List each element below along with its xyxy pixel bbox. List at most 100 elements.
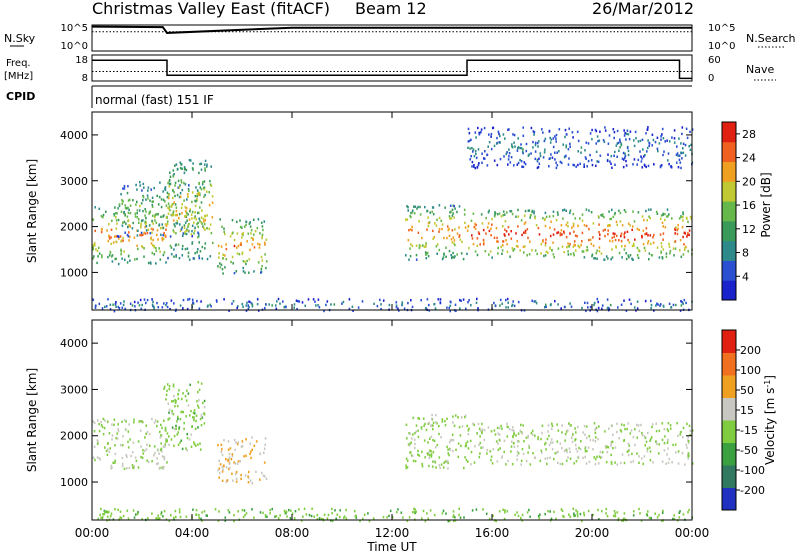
scatter-cell: [473, 225, 476, 229]
scatter-cell: [179, 161, 182, 164]
scatter-cell: [200, 413, 203, 416]
freq-tick-top: 18: [75, 55, 88, 66]
scatter-cell: [165, 438, 167, 441]
scatter-cell: [326, 517, 329, 520]
scatter-cell: [259, 511, 262, 514]
scatter-cell: [230, 458, 233, 461]
scatter-cell: [577, 139, 580, 143]
scatter-cell: [666, 453, 668, 456]
scatter-cell: [210, 184, 213, 187]
scatter-cell: [627, 449, 630, 453]
scatter-cell: [456, 232, 459, 235]
scatter-cell: [629, 224, 631, 227]
scatter-cell: [501, 455, 503, 458]
scatter-cell: [147, 186, 150, 189]
scatter-cell: [409, 451, 412, 454]
scatter-cell: [156, 233, 158, 237]
scatter-cell: [434, 461, 437, 464]
scatter-cell: [448, 227, 450, 231]
scatter-cell: [626, 146, 629, 150]
scatter-cell: [558, 150, 560, 153]
scatter-cell: [247, 476, 250, 480]
scatter-cell: [482, 228, 485, 232]
scatter-cell: [668, 140, 671, 143]
scatter-cell: [615, 144, 618, 147]
scatter-cell: [443, 252, 445, 255]
scatter-cell: [657, 452, 660, 455]
scatter-cell: [672, 443, 674, 447]
scatter-cell: [258, 246, 261, 249]
scatter-cell: [257, 309, 260, 312]
scatter-cell: [465, 442, 467, 445]
scatter-cell: [495, 227, 498, 230]
scatter-cell: [233, 244, 236, 248]
scatter-cell: [453, 216, 455, 219]
scatter-cell: [114, 459, 116, 462]
scatter-cell: [220, 443, 223, 446]
scatter-cell: [508, 152, 511, 155]
scatter-cell: [476, 297, 478, 301]
scatter-cell: [616, 129, 619, 133]
scatter-cell: [123, 467, 126, 470]
scatter-cell: [452, 514, 455, 517]
scatter-cell: [140, 455, 142, 459]
scatter-cell: [231, 255, 234, 259]
scatter-cell: [409, 442, 411, 446]
scatter-cell: [647, 242, 649, 245]
scatter-cell: [224, 232, 226, 236]
scatter-cell: [186, 307, 189, 311]
scatter-cell: [168, 179, 171, 182]
colorbar-segment: [722, 201, 736, 222]
scatter-cell: [228, 511, 231, 514]
scatter-cell: [549, 303, 552, 307]
scatter-cell: [173, 427, 176, 431]
scatter-cell: [424, 205, 426, 209]
scatter-cell: [478, 427, 481, 430]
scatter-cell: [451, 208, 454, 211]
scatter-cell: [153, 454, 155, 457]
scatter-cell: [517, 215, 520, 218]
scatter-cell: [168, 207, 170, 211]
scatter-cell: [626, 230, 629, 233]
scatter-cell: [585, 208, 588, 211]
scatter-cell: [235, 477, 238, 480]
scatter-cell: [343, 516, 345, 519]
scatter-cell: [195, 419, 197, 423]
scatter-cell: [201, 511, 203, 514]
scatter-cell: [123, 211, 125, 214]
scatter-cell: [435, 224, 438, 227]
scatter-cell: [651, 254, 653, 257]
scatter-cell: [572, 245, 575, 248]
scatter-cell: [461, 240, 463, 244]
scatter-cell: [592, 236, 594, 239]
scatter-cell: [158, 195, 161, 199]
scatter-cell: [209, 183, 212, 186]
scatter-cell: [493, 429, 496, 432]
scatter-cell: [521, 233, 523, 237]
scatter-cell: [537, 515, 540, 518]
scatter-cell: [118, 235, 120, 238]
scatter-cell: [663, 150, 665, 153]
scatter-cell: [107, 239, 110, 243]
scatter-cell: [168, 193, 170, 196]
scatter-cell: [451, 229, 454, 232]
scatter-cell: [408, 258, 410, 261]
scatter-cell: [259, 243, 261, 246]
scatter-cell: [544, 241, 547, 245]
scatter-cell: [197, 406, 200, 409]
scatter-cell: [448, 234, 451, 237]
scatter-cell: [224, 254, 226, 257]
scatter-cell: [166, 383, 169, 386]
scatter-cell: [203, 510, 206, 513]
scatter-cell: [409, 228, 412, 231]
scatter-cell: [681, 301, 683, 304]
scatter-cell: [517, 161, 520, 165]
scatter-cell: [114, 257, 117, 261]
scatter-cell: [429, 211, 431, 214]
scatter-cell: [256, 302, 259, 306]
scatter-cell: [662, 232, 665, 235]
scatter-cell: [580, 151, 582, 154]
scatter-cell: [214, 508, 217, 511]
scatter-cell: [562, 217, 564, 220]
scatter-cell: [249, 479, 252, 482]
